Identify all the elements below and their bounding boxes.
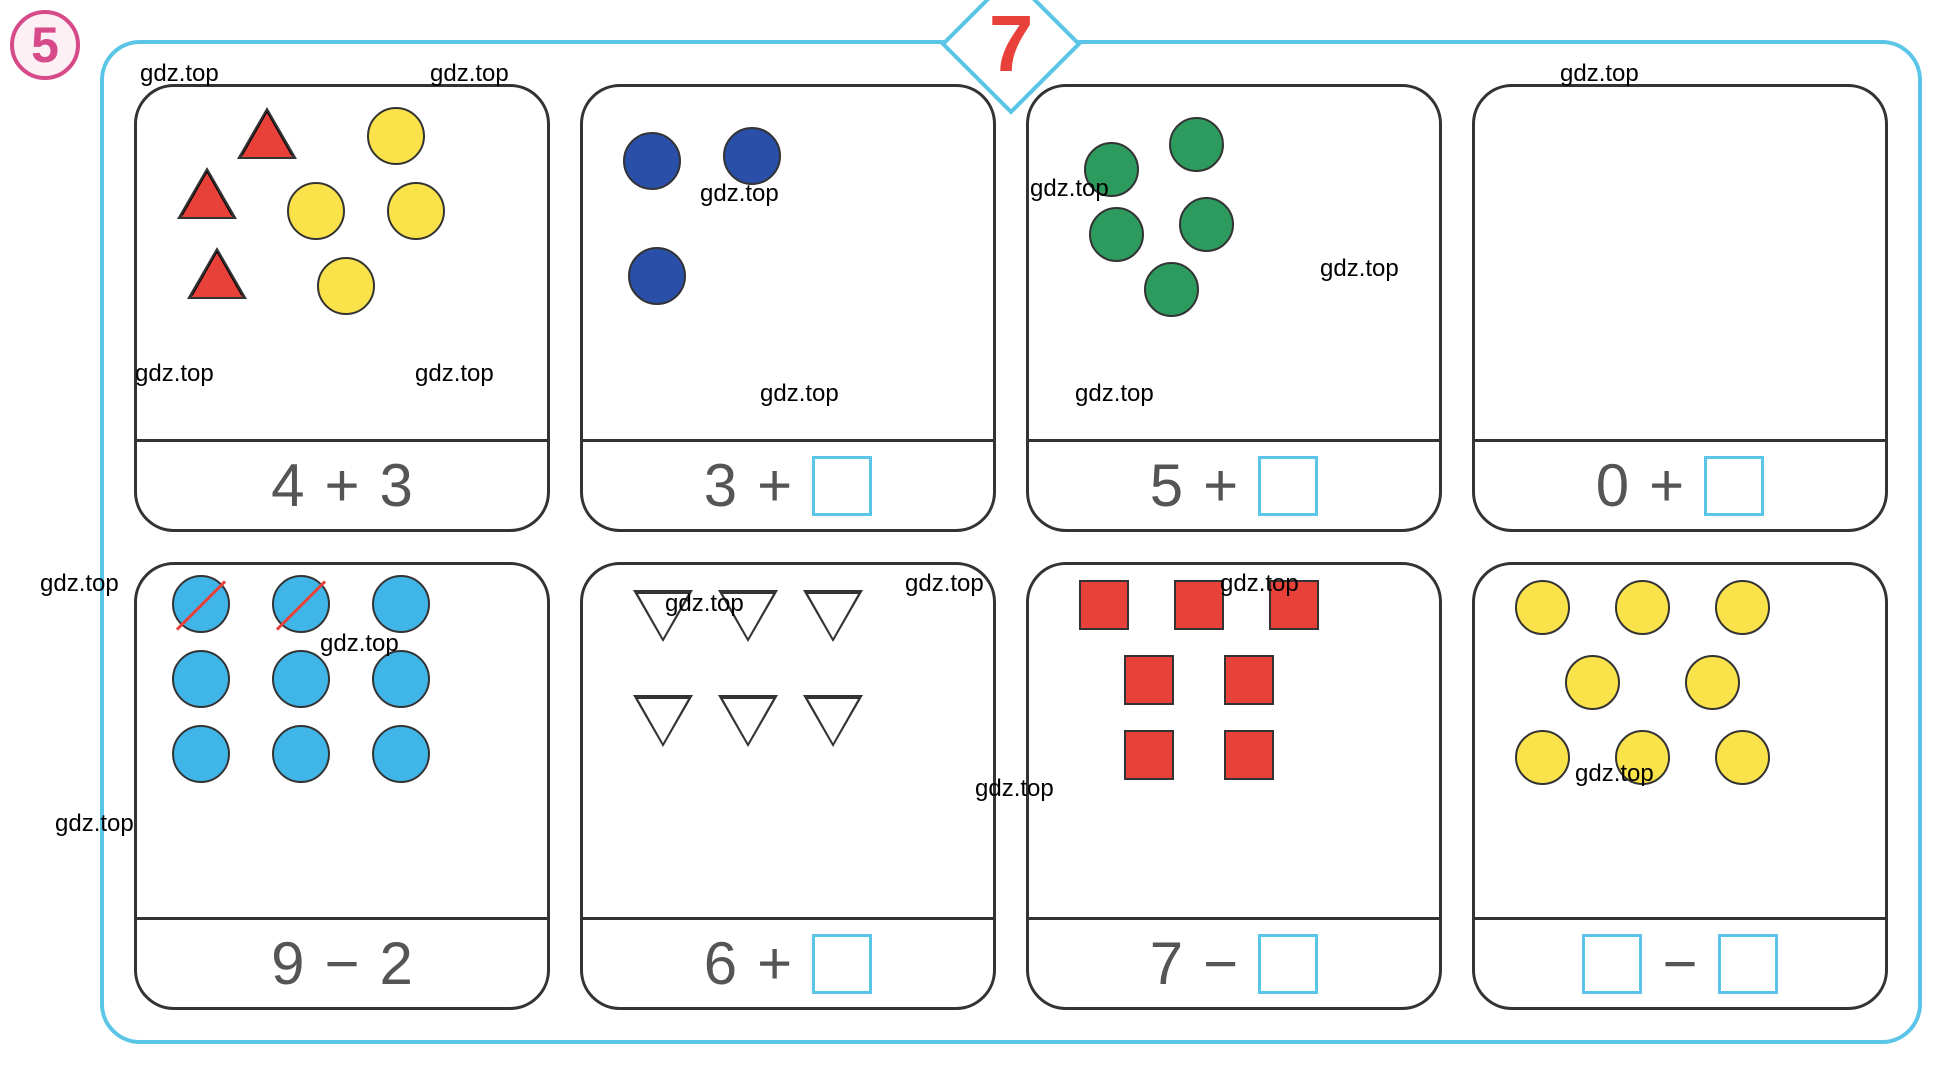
expression-area: 3+: [583, 439, 993, 529]
expr-term: 5: [1150, 451, 1183, 520]
answer-box[interactable]: [1258, 934, 1318, 994]
expr-term: 3: [380, 451, 413, 520]
circle-shape: [272, 650, 330, 708]
circle-shape: [172, 650, 230, 708]
expression-area: 6+: [583, 917, 993, 1007]
circle-shape: [1715, 580, 1770, 635]
shape-area: [583, 87, 993, 439]
circle-shape: [1169, 117, 1224, 172]
circle-shape: [1084, 142, 1139, 197]
expression-area: −: [1475, 917, 1885, 1007]
triangle-fill: [192, 253, 242, 297]
triangle-fill: [182, 173, 232, 217]
expression-area: 9−2: [137, 917, 547, 1007]
expr-operator: −: [1203, 929, 1238, 998]
expression-area: 4 +3: [137, 439, 547, 529]
card-1: 4 +3: [134, 84, 550, 532]
answer-box[interactable]: [812, 456, 872, 516]
circle-shape: [1179, 197, 1234, 252]
answer-box[interactable]: [1718, 934, 1778, 994]
expr-term: 6: [704, 929, 737, 998]
expr-term: 3: [704, 451, 737, 520]
answer-box[interactable]: [812, 934, 872, 994]
circle-shape: [317, 257, 375, 315]
circle-shape: [1515, 580, 1570, 635]
card-4: 0+: [1472, 84, 1888, 532]
triangle-down-shape: [803, 590, 863, 642]
expr-term: 0: [1596, 451, 1629, 520]
circle-shape: [723, 127, 781, 185]
square-shape: [1124, 730, 1174, 780]
expr-operator: +: [324, 451, 359, 520]
answer-box[interactable]: [1704, 456, 1764, 516]
shape-area: [1029, 565, 1439, 917]
circle-shape: [372, 725, 430, 783]
circle-shape: [628, 247, 686, 305]
square-shape: [1174, 580, 1224, 630]
circle-shape: [623, 132, 681, 190]
shape-area: [1029, 87, 1439, 439]
card-8: −: [1472, 562, 1888, 1010]
circle-shape: [1144, 262, 1199, 317]
card-5: 9−2: [134, 562, 550, 1010]
expr-operator: −: [1662, 929, 1697, 998]
card-3: 5+: [1026, 84, 1442, 532]
circle-shape: [387, 182, 445, 240]
shape-area: [583, 565, 993, 917]
expr-operator: +: [757, 929, 792, 998]
expr-operator: −: [324, 929, 359, 998]
triangle-down-shape: [718, 695, 778, 747]
circle-shape: [1089, 207, 1144, 262]
shape-area: [137, 87, 547, 439]
diamond-number: 7: [989, 0, 1034, 90]
card-2: 3+: [580, 84, 996, 532]
cards-grid: 4+33+5+0+9−26+7−−: [134, 84, 1888, 1010]
answer-box[interactable]: [1582, 934, 1642, 994]
expr-operator: +: [757, 451, 792, 520]
triangle-down-shape: [633, 590, 693, 642]
shape-area: [1475, 87, 1885, 439]
expr-term: 9: [271, 929, 304, 998]
square-shape: [1124, 655, 1174, 705]
expr-term: 4: [271, 451, 304, 520]
circle-shape: [1565, 655, 1620, 710]
shape-area: [137, 565, 547, 917]
triangle-down-shape: [633, 695, 693, 747]
circle-shape: [1685, 655, 1740, 710]
circle-shape: [1515, 730, 1570, 785]
shape-area: [1475, 565, 1885, 917]
circle-shape: [1615, 580, 1670, 635]
circle-shape: [172, 725, 230, 783]
circle-shape: [372, 575, 430, 633]
expr-operator: +: [1649, 451, 1684, 520]
circle-shape: [287, 182, 345, 240]
triangle-down-shape: [718, 590, 778, 642]
circle-shape: [1615, 730, 1670, 785]
square-shape: [1224, 655, 1274, 705]
card-6: 6+: [580, 562, 996, 1010]
exercise-number-text: 5: [31, 16, 59, 74]
card-7: 7−: [1026, 562, 1442, 1010]
circle-shape: [1715, 730, 1770, 785]
exercise-number-badge: 5: [10, 10, 80, 80]
circle-shape: [272, 725, 330, 783]
expr-operator: +: [1203, 451, 1238, 520]
main-container: 7 4+33+5+0+9−26+7−−: [100, 40, 1922, 1044]
triangle-down-shape: [803, 695, 863, 747]
triangle-fill: [242, 113, 292, 157]
expression-area: 5+: [1029, 439, 1439, 529]
circle-shape: [367, 107, 425, 165]
answer-box[interactable]: [1258, 456, 1318, 516]
square-shape: [1224, 730, 1274, 780]
square-shape: [1269, 580, 1319, 630]
expression-area: 7−: [1029, 917, 1439, 1007]
circle-shape: [372, 650, 430, 708]
expression-area: 0+: [1475, 439, 1885, 529]
square-shape: [1079, 580, 1129, 630]
expr-term: 2: [380, 929, 413, 998]
expr-term: 7: [1150, 929, 1183, 998]
